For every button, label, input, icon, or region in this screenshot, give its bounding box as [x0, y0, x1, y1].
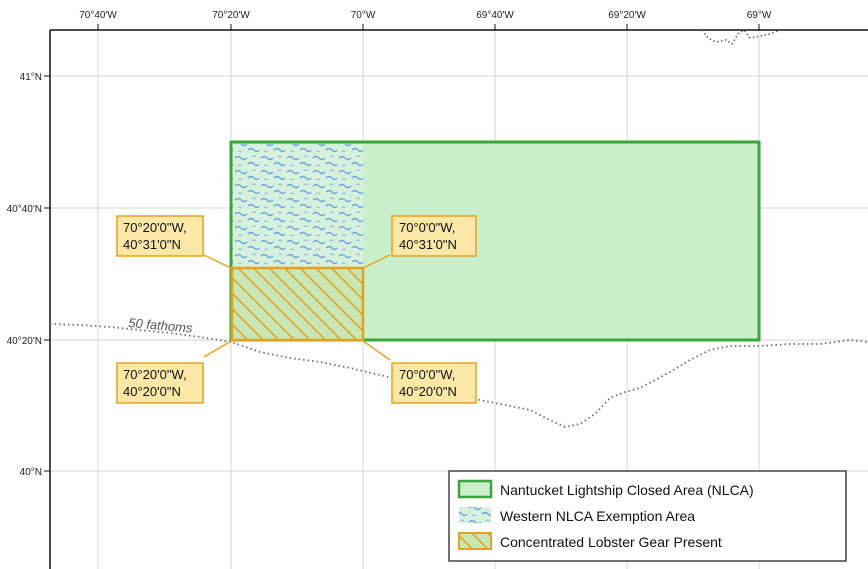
callout-line: 70°20'0"W, — [123, 220, 187, 235]
lon-tick-label: 69°40'W — [476, 10, 514, 21]
legend-swatch-nlca — [457, 479, 493, 499]
callout-line: 70°0'0"W, — [399, 367, 455, 382]
lat-tick-label: 41°N — [20, 72, 42, 83]
lon-tick-label: 70°W — [351, 10, 376, 21]
callout-line: 70°20'0"W, — [123, 367, 187, 382]
lon-tick-label: 70°20'W — [212, 10, 250, 21]
callout-line: 40°31'0"N — [123, 237, 181, 252]
legend-swatch-exemption — [459, 507, 491, 523]
lat-tick-label: 40°20'N — [7, 336, 42, 347]
map-frame — [49, 29, 868, 569]
legend-swatch-lobster — [458, 532, 492, 550]
contour-label: 50 fathoms — [128, 315, 194, 336]
lobster-gear-area — [230, 266, 365, 342]
callout-line: 70°0'0"W, — [399, 220, 455, 235]
callout-line: 40°20'0"N — [399, 384, 457, 399]
lon-tick-label: 69°W — [747, 10, 772, 21]
legend-box — [448, 470, 847, 562]
callout-sw: 70°20'0"W, 40°20'0"N — [116, 362, 204, 404]
legend-label: Western NLCA Exemption Area — [500, 508, 695, 524]
legend: Nantucket Lightship Closed Area (NLCA) W… — [448, 470, 847, 562]
legend-label: Concentrated Lobster Gear Present — [500, 534, 722, 550]
lat-tick-label: 40°N — [20, 467, 42, 478]
callout-leaders — [203, 254, 391, 361]
coastline-dotted — [701, 28, 781, 46]
callout-line: 40°20'0"N — [123, 384, 181, 399]
longitude-labels: 70°40'W 70°20'W 70°W 69°40'W 69°20'W 69°… — [79, 10, 772, 21]
tick-marks — [44, 24, 760, 472]
callout-line: 40°31'0"N — [399, 237, 457, 252]
lat-tick-label: 40°40'N — [7, 204, 42, 215]
callout-ne: 70°0'0"W, 40°31'0"N — [391, 215, 477, 257]
fathom-contour-50 — [49, 323, 868, 428]
callout-nw: 70°20'0"W, 40°31'0"N — [116, 215, 204, 257]
callout-se: 70°0'0"W, 40°20'0"N — [391, 362, 477, 404]
lon-tick-label: 69°20'W — [608, 10, 646, 21]
legend-label: Nantucket Lightship Closed Area (NLCA) — [500, 482, 754, 498]
latitude-labels: 41°N 40°40'N 40°20'N 40°N — [7, 72, 42, 478]
lon-tick-label: 70°40'W — [79, 10, 117, 21]
